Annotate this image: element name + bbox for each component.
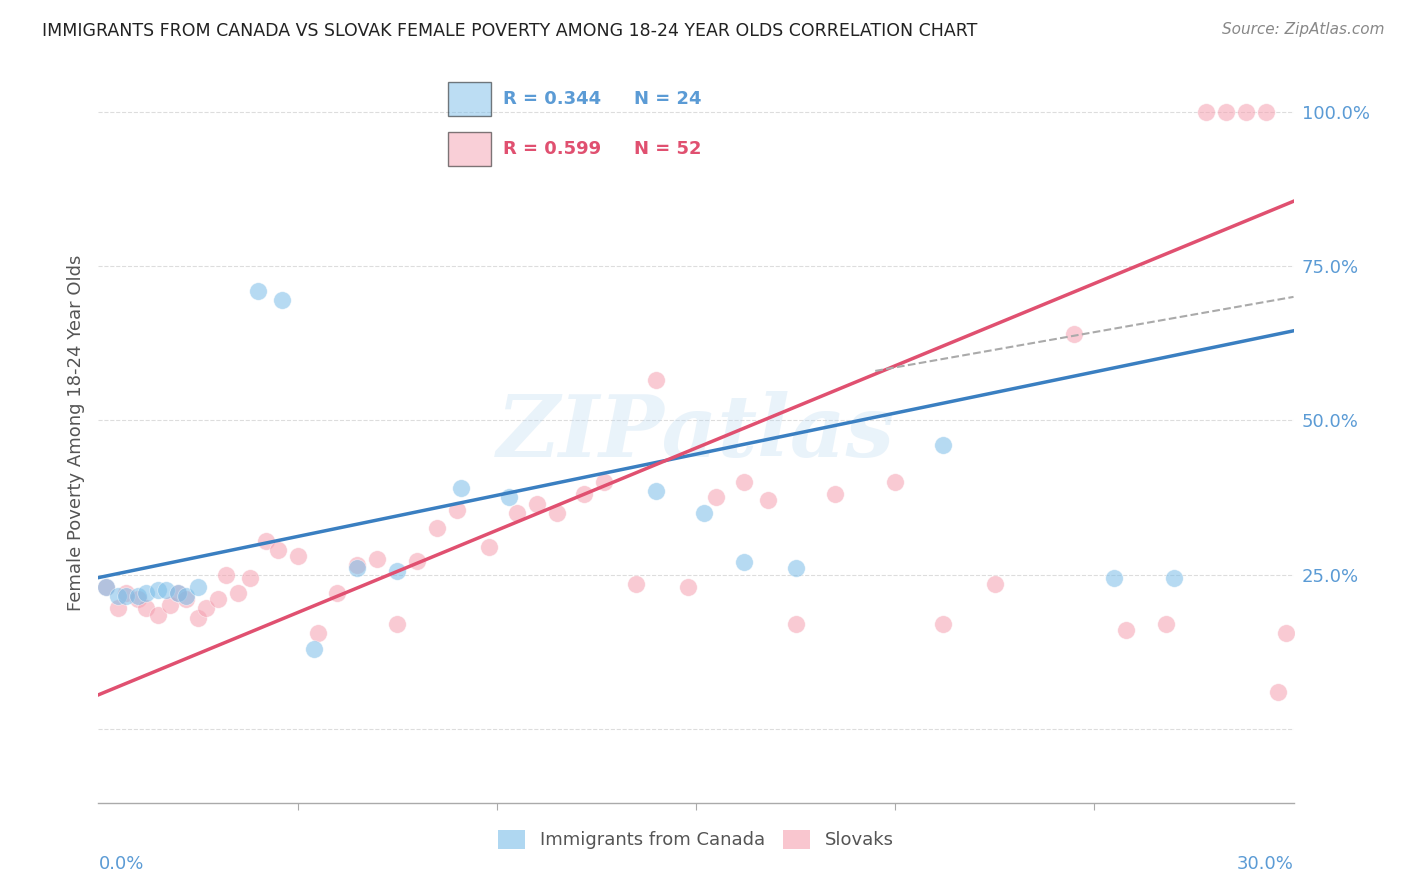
Point xyxy=(1063,326,1085,341)
Point xyxy=(756,493,779,508)
Point xyxy=(733,555,755,569)
Point xyxy=(148,582,170,597)
Point xyxy=(574,487,596,501)
Legend: Immigrants from Canada, Slovaks: Immigrants from Canada, Slovaks xyxy=(491,823,901,856)
Point xyxy=(984,576,1007,591)
Point xyxy=(195,601,218,615)
Point xyxy=(1195,104,1218,119)
Point xyxy=(127,589,149,603)
Point xyxy=(267,542,290,557)
Text: 0.0%: 0.0% xyxy=(98,855,143,872)
Point xyxy=(174,592,197,607)
Point xyxy=(155,582,177,597)
Point xyxy=(307,626,329,640)
Point xyxy=(1267,685,1289,699)
Point xyxy=(1215,104,1237,119)
Point xyxy=(1104,571,1126,585)
Point xyxy=(159,599,181,613)
Point xyxy=(127,592,149,607)
Point xyxy=(450,481,472,495)
Point xyxy=(167,586,190,600)
Point xyxy=(884,475,907,489)
Point xyxy=(785,616,807,631)
Point xyxy=(785,561,807,575)
Point xyxy=(406,554,429,568)
Point xyxy=(270,293,292,307)
Point xyxy=(167,586,190,600)
Point xyxy=(1254,104,1277,119)
Text: ZIPatlas: ZIPatlas xyxy=(496,391,896,475)
Point xyxy=(326,586,349,600)
Point xyxy=(287,549,309,563)
Point xyxy=(1163,571,1185,585)
Point xyxy=(645,373,668,387)
Point xyxy=(1154,616,1177,631)
Point xyxy=(215,567,238,582)
Point xyxy=(135,601,157,615)
Point xyxy=(506,506,529,520)
Point xyxy=(593,475,616,489)
Point xyxy=(187,611,209,625)
Point xyxy=(693,506,716,520)
Point xyxy=(626,576,648,591)
Point xyxy=(346,561,368,575)
Point xyxy=(733,475,755,489)
Point xyxy=(148,607,170,622)
Point xyxy=(115,589,138,603)
Point xyxy=(302,641,325,656)
Text: 30.0%: 30.0% xyxy=(1237,855,1294,872)
Point xyxy=(107,589,129,603)
Point xyxy=(96,580,118,594)
Point xyxy=(446,502,468,516)
Point xyxy=(1274,626,1296,640)
Point xyxy=(207,592,229,607)
Point xyxy=(645,484,668,499)
Point xyxy=(498,491,520,505)
Point xyxy=(107,601,129,615)
Point xyxy=(526,497,548,511)
Point xyxy=(246,284,269,298)
Point xyxy=(226,586,249,600)
Point xyxy=(115,586,138,600)
Point xyxy=(704,491,727,505)
Text: IMMIGRANTS FROM CANADA VS SLOVAK FEMALE POVERTY AMONG 18-24 YEAR OLDS CORRELATIO: IMMIGRANTS FROM CANADA VS SLOVAK FEMALE … xyxy=(42,22,977,40)
Point xyxy=(366,552,388,566)
Point xyxy=(239,571,262,585)
Point xyxy=(824,487,846,501)
Point xyxy=(254,533,277,548)
Point xyxy=(1234,104,1257,119)
Point xyxy=(546,506,568,520)
Point xyxy=(385,616,409,631)
Point xyxy=(96,580,118,594)
Point xyxy=(1115,623,1137,637)
Point xyxy=(174,589,197,603)
Y-axis label: Female Poverty Among 18-24 Year Olds: Female Poverty Among 18-24 Year Olds xyxy=(66,254,84,611)
Point xyxy=(932,438,955,452)
Point xyxy=(187,580,209,594)
Point xyxy=(426,521,449,535)
Point xyxy=(135,586,157,600)
Text: Source: ZipAtlas.com: Source: ZipAtlas.com xyxy=(1222,22,1385,37)
Point xyxy=(676,580,699,594)
Point xyxy=(346,558,368,573)
Point xyxy=(932,616,955,631)
Point xyxy=(478,540,501,554)
Point xyxy=(385,565,409,579)
